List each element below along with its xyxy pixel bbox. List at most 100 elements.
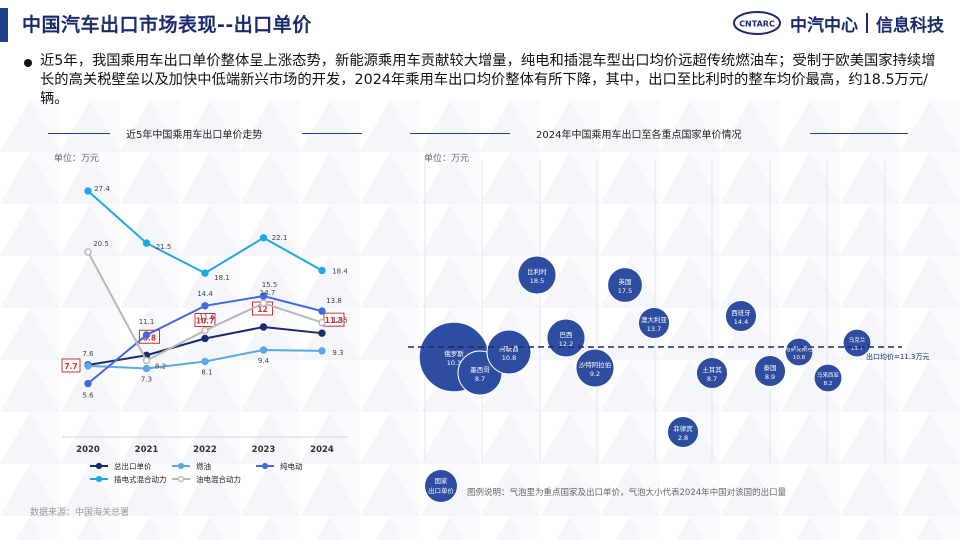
- average-reference-label: 出口均价=11.3万元: [866, 352, 929, 361]
- data-point-3-1: [142, 239, 151, 247]
- data-source: 数据来源：中国海关总署: [30, 508, 130, 518]
- left-chart-unit: 单位：万元: [54, 154, 100, 164]
- brand-logo: CNTARC 中汽中心 信息科技: [732, 10, 944, 36]
- bubble-name-沙特阿拉伯: 沙特阿拉伯: [579, 360, 612, 369]
- bubble-value-沙特阿拉伯: 9.2: [590, 370, 600, 378]
- data-label-1-4: 9.3: [332, 349, 343, 357]
- summary-text-block: 近5年，我国乘用车出口单价整体呈上涨态势，新能源乘用车贡献较大增量，纯电和插混车…: [24, 52, 936, 109]
- data-point-4-2: [201, 326, 209, 335]
- bubble-name-阿联酋: 阿联酋: [499, 344, 519, 353]
- bubble-name-土耳其: 土耳其: [702, 365, 722, 374]
- bubble-value-马来西亚: 8.2: [824, 381, 833, 387]
- x-tick-label-2024: 2024: [310, 445, 334, 455]
- data-point-2-1: [142, 331, 151, 339]
- x-tick-label-2020: 2020: [76, 445, 100, 455]
- bubble-比利时: [517, 255, 557, 295]
- bubble-沙特阿拉伯: [575, 348, 615, 388]
- data-label-box-0-2: [194, 312, 216, 327]
- bubble-菲律宾: [666, 415, 700, 449]
- bubble-土耳其: [695, 356, 729, 390]
- data-point-1-3: [259, 346, 268, 354]
- data-point-4-1: [142, 356, 151, 365]
- data-label-4-4: 12.5: [332, 317, 348, 325]
- title-accent-bar: [0, 8, 8, 42]
- data-label-3-1: 21.5: [156, 243, 172, 251]
- x-tick-label-2021: 2021: [135, 445, 159, 455]
- bubble-name-哈萨克斯坦: 哈萨克斯坦: [785, 345, 813, 353]
- data-label-0-4: 11.3: [325, 316, 344, 325]
- bubble-英国: [607, 267, 643, 303]
- bubble-value-巴西: 12.2: [559, 340, 573, 348]
- data-label-0-2: 10.7: [196, 316, 215, 325]
- legend-label-1: 燃油: [196, 461, 211, 471]
- data-point-4-3: [259, 299, 268, 307]
- data-point-3-3: [259, 234, 268, 242]
- data-label-1-3: 9.4: [258, 357, 270, 365]
- bubble-name-英国: 英国: [619, 277, 632, 286]
- data-label-1-2: 8.1: [201, 368, 212, 376]
- bubble-乌克兰: [842, 328, 872, 358]
- bubble-value-英国: 17.5: [618, 287, 632, 295]
- bubble-name-马来西亚: 马来西亚: [817, 371, 840, 379]
- bubble-西班牙: [724, 299, 758, 333]
- bubble-泰国: [753, 354, 787, 388]
- data-point-0-3: [259, 323, 268, 331]
- data-label-0-0: 7.7: [64, 362, 77, 371]
- legend-label-4: 油电混合动力: [196, 474, 241, 484]
- data-label-1-0: 7.6: [82, 350, 94, 358]
- legend-marker-2: [261, 462, 269, 470]
- data-label-0-1: 8.8: [143, 333, 156, 342]
- logo-divider: [866, 13, 868, 33]
- data-point-1-0: [84, 362, 92, 370]
- data-point-2-4: [318, 307, 326, 315]
- data-label-3-0: 27.4: [94, 185, 110, 193]
- data-point-4-0: [84, 248, 92, 256]
- bubble-name-菲律宾: 菲律宾: [673, 424, 693, 433]
- data-label-0-3: 12: [257, 305, 267, 314]
- x-tick-label-2022: 2022: [193, 445, 217, 455]
- data-point-3-2: [201, 269, 209, 277]
- legend-bubble-text-1: 出口单价: [428, 486, 455, 495]
- logo-name: 中汽中心: [790, 15, 858, 36]
- bubble-阿联酋: [486, 329, 532, 375]
- data-point-1-2: [201, 357, 209, 366]
- legend-label-3: 插电式混合动力: [114, 474, 167, 484]
- bubble-name-乌克兰: 乌克兰: [849, 336, 866, 344]
- data-label-2-0: 5.6: [82, 392, 94, 400]
- left-chart-title: 近5年中国乘用车出口单价走势: [126, 130, 263, 141]
- bubble-value-泰国: 8.9: [765, 373, 775, 381]
- data-label-2-4: 13.8: [326, 297, 342, 305]
- right-chart-unit: 单位：万元: [424, 154, 470, 164]
- bubble-value-菲律宾: 2.8: [678, 434, 688, 442]
- bubble-巴西: [546, 318, 586, 358]
- legend-bubble-text-0: 国家: [435, 476, 449, 485]
- x-tick-label-2023: 2023: [252, 445, 276, 455]
- bubble-value-阿联酋: 10.8: [502, 354, 516, 362]
- bubble-value-澳大利亚: 13.7: [647, 325, 661, 333]
- right-title-rule-left: [410, 133, 510, 134]
- bubble-马来西亚: [813, 363, 843, 393]
- right-chart-title: 2024年中国乘用车出口至各重点国家单价情况: [536, 130, 742, 141]
- legend-marker-0: [95, 462, 103, 470]
- data-point-3-4: [318, 266, 326, 275]
- data-label-2-3: 15.5: [262, 281, 278, 289]
- legend-bubble: [425, 470, 457, 502]
- summary-paragraph: 近5年，我国乘用车出口单价整体呈上涨态势，新能源乘用车贡献较大增量，纯电和插混车…: [40, 53, 936, 107]
- data-label-4-2: 11.6: [199, 314, 215, 322]
- bubble-澳大利亚: [637, 306, 671, 340]
- data-label-3-2: 18.1: [214, 274, 230, 282]
- bubble-name-泰国: 泰国: [764, 363, 777, 372]
- data-point-1-1: [142, 364, 151, 373]
- bubble-name-墨西哥: 墨西哥: [470, 366, 490, 374]
- data-label-2-2: 14.4: [197, 290, 213, 298]
- data-label-3-3: 22.1: [272, 234, 288, 242]
- data-label-1-1: 7.3: [141, 376, 152, 384]
- left-title-rule-right: [302, 133, 362, 134]
- legend-label-0: 总出口单价: [114, 461, 152, 471]
- data-point-0-2: [201, 334, 209, 343]
- bubble-value-乌克兰: 11.7: [851, 346, 864, 352]
- bubble-name-比利时: 比利时: [527, 267, 547, 276]
- legend-label-2: 纯电动: [280, 461, 303, 471]
